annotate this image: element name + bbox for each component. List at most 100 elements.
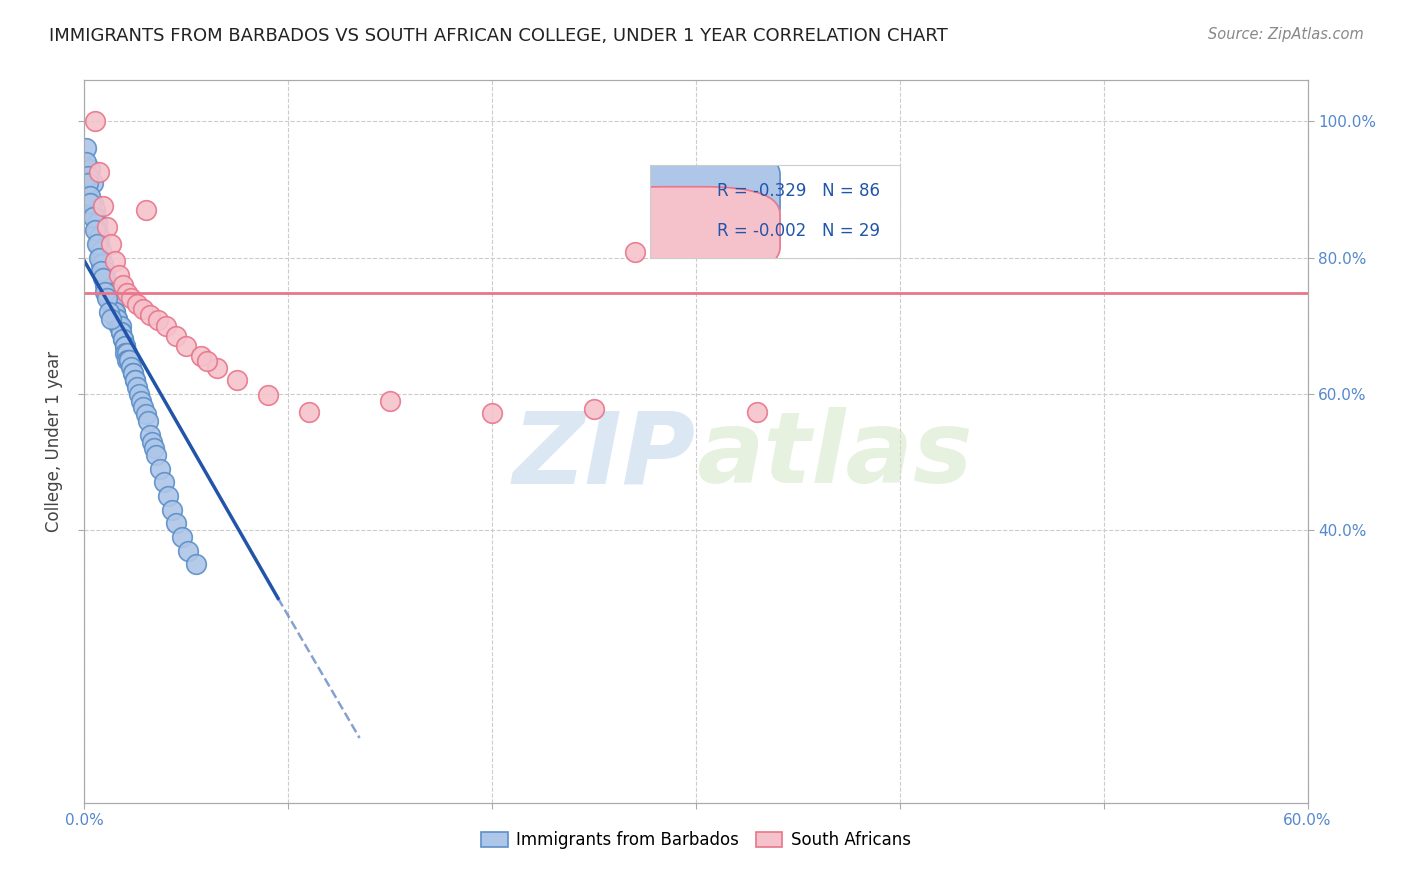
Point xyxy=(79,196,101,211)
Point xyxy=(108,318,131,333)
Point xyxy=(83,223,105,237)
Point xyxy=(79,189,101,203)
Point xyxy=(93,264,115,278)
Point xyxy=(110,326,132,340)
Point xyxy=(100,292,122,306)
Point xyxy=(160,502,183,516)
Point xyxy=(91,264,114,278)
Point xyxy=(90,264,112,278)
Point xyxy=(481,406,503,420)
Point xyxy=(96,292,118,306)
Text: Source: ZipAtlas.com: Source: ZipAtlas.com xyxy=(1208,27,1364,42)
Point xyxy=(82,196,104,211)
Point xyxy=(90,244,112,258)
Point xyxy=(83,114,105,128)
Point xyxy=(100,298,122,312)
Point xyxy=(146,313,169,327)
Point xyxy=(82,176,104,190)
Point xyxy=(110,318,132,333)
Point xyxy=(77,176,100,190)
Point xyxy=(226,373,249,387)
Point xyxy=(135,407,157,421)
Point xyxy=(96,285,118,299)
Point xyxy=(91,271,114,285)
Point xyxy=(83,210,105,224)
Point xyxy=(86,223,108,237)
Point xyxy=(131,393,153,408)
Point xyxy=(127,380,149,394)
Point xyxy=(100,311,122,326)
Point xyxy=(165,516,187,531)
Point xyxy=(747,405,769,419)
Point xyxy=(149,462,172,476)
Point xyxy=(115,346,138,360)
Point xyxy=(112,332,135,346)
Point xyxy=(165,329,187,343)
Point xyxy=(118,352,141,367)
Point xyxy=(83,202,105,217)
Text: IMMIGRANTS FROM BARBADOS VS SOUTH AFRICAN COLLEGE, UNDER 1 YEAR CORRELATION CHAR: IMMIGRANTS FROM BARBADOS VS SOUTH AFRICA… xyxy=(49,27,948,45)
Point xyxy=(122,367,145,381)
Point xyxy=(115,285,138,300)
Point xyxy=(177,543,200,558)
Point xyxy=(132,302,155,317)
Y-axis label: College, Under 1 year: College, Under 1 year xyxy=(45,351,63,533)
Point xyxy=(172,530,194,544)
Point xyxy=(156,489,179,503)
Text: R = -0.002   N = 29: R = -0.002 N = 29 xyxy=(717,222,880,240)
Point xyxy=(104,254,127,268)
Point xyxy=(97,305,120,319)
Point xyxy=(114,339,136,353)
Point xyxy=(298,404,321,418)
Point xyxy=(101,298,124,312)
Point xyxy=(124,373,146,387)
Point xyxy=(114,346,136,360)
Point xyxy=(96,277,118,292)
Point xyxy=(91,257,114,271)
Point xyxy=(141,434,163,449)
Point xyxy=(174,339,197,353)
Point xyxy=(124,373,146,387)
Point xyxy=(96,219,118,234)
Point xyxy=(86,216,108,230)
Point xyxy=(132,401,155,415)
Point xyxy=(75,141,97,155)
Point xyxy=(97,285,120,299)
Point xyxy=(105,311,128,326)
Point xyxy=(186,558,208,572)
FancyBboxPatch shape xyxy=(588,186,780,275)
Point xyxy=(128,387,150,401)
Point xyxy=(104,311,127,326)
Point xyxy=(583,401,606,416)
Point xyxy=(87,251,110,265)
Point xyxy=(101,298,124,312)
Point xyxy=(100,236,122,251)
Point xyxy=(112,332,135,346)
Point xyxy=(118,352,141,367)
Point xyxy=(87,236,110,251)
FancyBboxPatch shape xyxy=(588,147,780,235)
Point xyxy=(112,277,135,292)
Point xyxy=(93,271,115,285)
Legend: Immigrants from Barbados, South Africans: Immigrants from Barbados, South Africans xyxy=(475,824,917,856)
Point xyxy=(97,292,120,306)
Point xyxy=(624,245,647,260)
Point xyxy=(153,475,176,490)
Point xyxy=(155,318,177,333)
Point xyxy=(87,230,110,244)
Point xyxy=(205,360,228,375)
Point xyxy=(120,292,142,306)
Point xyxy=(104,305,127,319)
Point xyxy=(93,277,115,292)
Point xyxy=(142,442,165,456)
Point xyxy=(195,354,218,368)
Point xyxy=(108,318,131,333)
Point xyxy=(77,169,100,183)
Point xyxy=(87,165,110,179)
Point xyxy=(114,339,136,353)
Point xyxy=(105,311,128,326)
Point xyxy=(115,352,138,367)
Point xyxy=(138,308,160,322)
Point xyxy=(110,326,132,340)
Point xyxy=(190,349,212,363)
